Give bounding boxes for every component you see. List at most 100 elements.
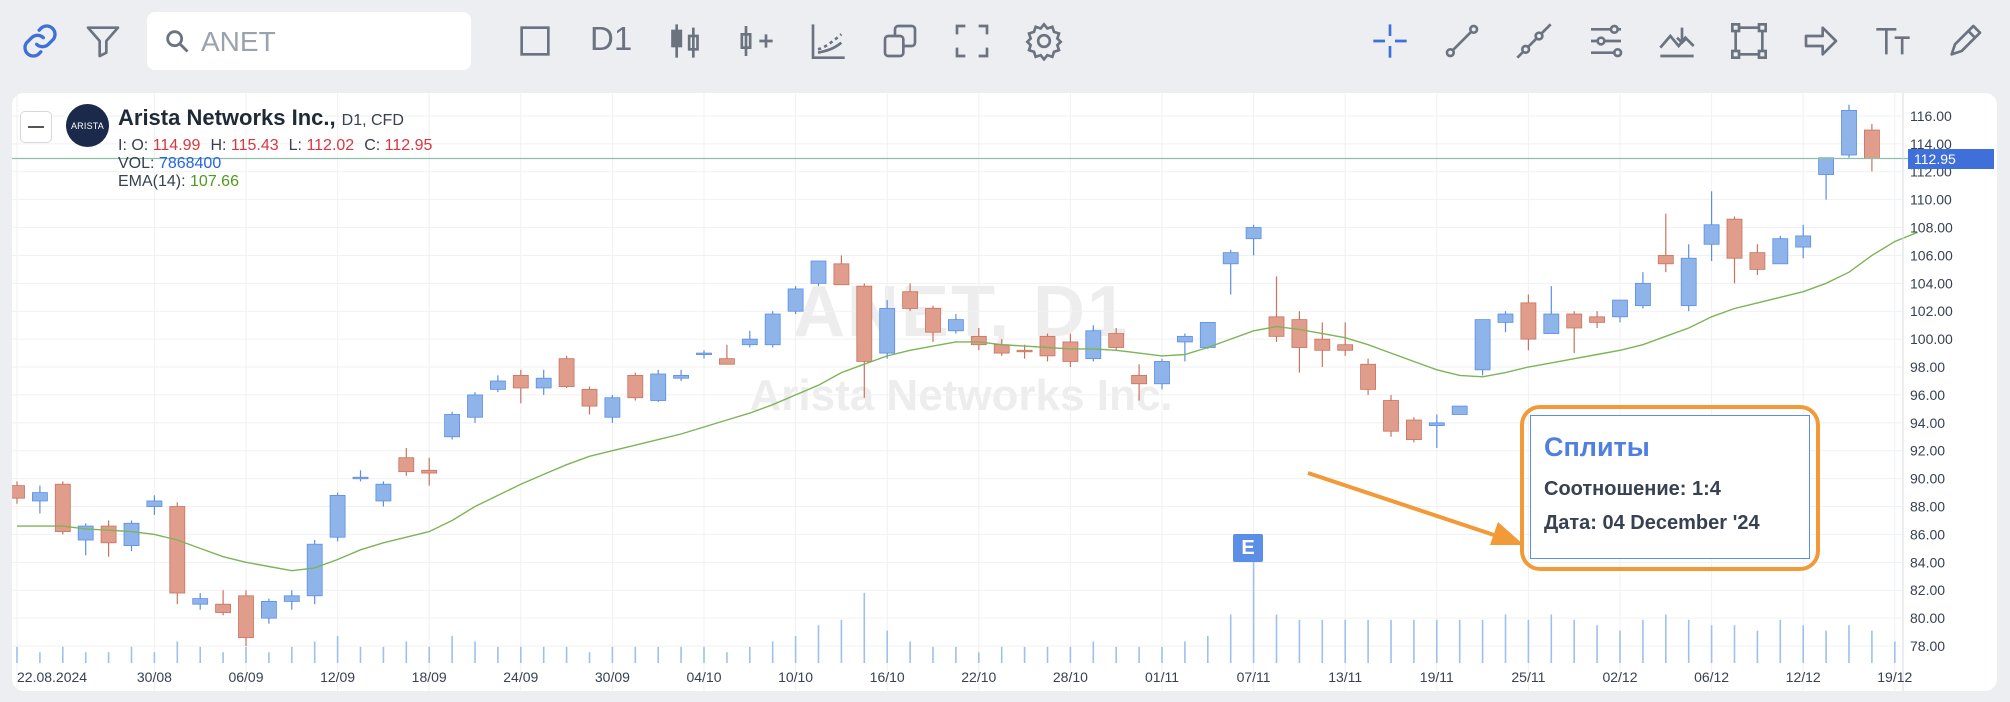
candle-body bbox=[352, 476, 369, 480]
candle-body bbox=[948, 319, 964, 332]
price-tick-label: 106.00 bbox=[1910, 247, 1953, 263]
volume-bar bbox=[359, 646, 362, 663]
candle bbox=[146, 495, 163, 515]
filter-icon[interactable] bbox=[76, 14, 130, 68]
candle-body bbox=[604, 397, 621, 418]
candle-body bbox=[558, 358, 575, 387]
text-icon[interactable] bbox=[1866, 14, 1920, 68]
volume-bar bbox=[1642, 619, 1644, 663]
price-tick-label: 102.00 bbox=[1910, 303, 1953, 319]
volume-bar bbox=[451, 636, 453, 663]
high-label: H: bbox=[210, 137, 227, 154]
volume-bar bbox=[1733, 625, 1736, 663]
crosshair-icon[interactable] bbox=[1363, 14, 1417, 68]
volume-bar bbox=[1710, 625, 1713, 663]
candle-body bbox=[1360, 363, 1376, 390]
search-input[interactable] bbox=[199, 12, 463, 72]
volume-bar bbox=[1871, 630, 1873, 663]
earnings-event-marker[interactable]: E bbox=[1233, 534, 1263, 562]
time-tick-label: 30/08 bbox=[137, 669, 172, 685]
candle bbox=[604, 394, 621, 423]
arrow-icon[interactable] bbox=[1794, 14, 1848, 68]
volume-bar bbox=[1825, 630, 1827, 663]
candles-icon[interactable] bbox=[658, 14, 712, 68]
clone-icon[interactable] bbox=[873, 14, 927, 68]
time-tick-label: 06/09 bbox=[228, 669, 263, 685]
candle-body bbox=[1703, 224, 1720, 245]
trend-icon[interactable] bbox=[1650, 14, 1704, 68]
fib-icon[interactable] bbox=[1579, 14, 1633, 68]
ema-label: EMA(14): bbox=[118, 173, 186, 190]
link-icon[interactable] bbox=[13, 14, 67, 68]
search-icon bbox=[166, 30, 189, 53]
candle bbox=[1543, 286, 1560, 334]
candle bbox=[1589, 311, 1605, 328]
candle bbox=[1612, 299, 1628, 323]
time-tick-label: 18/09 bbox=[412, 669, 447, 685]
price-tick-label: 92.00 bbox=[1910, 443, 1945, 459]
volume-bar bbox=[1344, 619, 1346, 663]
candle-body bbox=[169, 506, 186, 594]
candlestick-chart[interactable]: 116.00114.00112.00110.00108.00106.00104.… bbox=[12, 93, 1997, 691]
volume-bar bbox=[153, 652, 156, 663]
candle bbox=[925, 305, 941, 342]
volume-bar bbox=[657, 646, 659, 663]
split-tooltip: Сплиты Соотношение: 1:4 Дата: 04 Decembe… bbox=[1530, 415, 1810, 559]
timeframe-button[interactable]: D1 bbox=[590, 20, 633, 57]
candle-body bbox=[810, 260, 827, 284]
volume-bar bbox=[382, 646, 385, 663]
volume-bar bbox=[130, 646, 133, 663]
candle bbox=[1818, 157, 1834, 200]
volume-bar bbox=[405, 641, 408, 663]
ray-icon[interactable] bbox=[1507, 14, 1561, 68]
pencil-icon[interactable] bbox=[1938, 14, 1992, 68]
volume-bar bbox=[1275, 614, 1278, 663]
candle bbox=[1703, 191, 1720, 262]
chart-panel[interactable]: ANET, D1 Arista Networks Inc. 116.00 114.… bbox=[12, 93, 1997, 691]
candle-body bbox=[1222, 252, 1239, 265]
candle bbox=[238, 590, 254, 647]
volume-bar bbox=[1504, 614, 1507, 663]
volume-bar bbox=[222, 652, 224, 663]
candle bbox=[833, 255, 850, 286]
rectangle-icon[interactable] bbox=[1722, 14, 1776, 68]
candle-body bbox=[787, 288, 804, 312]
candle-body bbox=[100, 525, 117, 544]
candle bbox=[879, 300, 896, 359]
volume-bar bbox=[268, 652, 270, 663]
add-indicator-icon[interactable] bbox=[729, 14, 783, 68]
symbol-header: Arista Networks Inc., D1, CFD bbox=[118, 105, 404, 131]
candle bbox=[1291, 311, 1308, 373]
square-icon[interactable] bbox=[508, 14, 562, 68]
line-icon[interactable] bbox=[1435, 14, 1489, 68]
candle-body bbox=[421, 469, 438, 474]
collapse-legend-button[interactable] bbox=[20, 111, 52, 143]
volume-bar bbox=[1481, 619, 1484, 663]
time-axis: 22.08.2024 30/08 06/09 12/09 18/09 24/09 30/09… bbox=[17, 669, 1913, 685]
candle-body bbox=[1726, 218, 1743, 259]
candle-body bbox=[54, 483, 71, 533]
volume-bar bbox=[1390, 619, 1392, 663]
candle bbox=[1795, 224, 1812, 259]
candle-body bbox=[673, 375, 689, 379]
candle-body bbox=[1772, 238, 1789, 265]
candle-body bbox=[535, 377, 552, 389]
candle bbox=[1497, 311, 1514, 333]
volume-bar bbox=[680, 646, 682, 663]
candle bbox=[1406, 417, 1422, 443]
compare-icon[interactable] bbox=[801, 14, 855, 68]
volume-bar bbox=[817, 625, 820, 663]
candle-body bbox=[1864, 129, 1880, 159]
close-label: C: bbox=[364, 137, 381, 154]
search-box[interactable] bbox=[147, 12, 471, 72]
candle-body bbox=[1154, 361, 1170, 385]
fullscreen-icon[interactable] bbox=[945, 14, 999, 68]
candle-body bbox=[512, 375, 529, 389]
split-date: Дата: 04 December '24 bbox=[1544, 512, 1760, 534]
price-tick-label: 80.00 bbox=[1910, 610, 1945, 626]
candle-body bbox=[719, 358, 735, 365]
settings-icon[interactable] bbox=[1017, 14, 1071, 68]
candle bbox=[1177, 333, 1193, 362]
candle bbox=[512, 369, 529, 404]
volume-bar bbox=[726, 652, 728, 663]
